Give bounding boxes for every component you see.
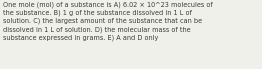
Text: One mole (mol) of a substance is A) 6.02 × 10^23 molecules of
the substance. B) : One mole (mol) of a substance is A) 6.02… <box>3 1 213 41</box>
